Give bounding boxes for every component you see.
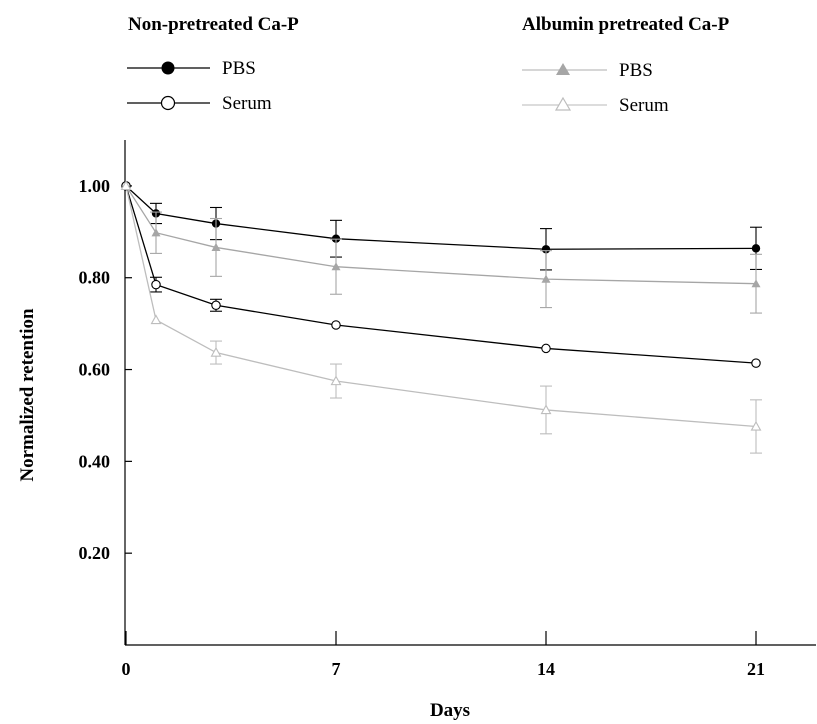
- legend-label-albumin-pbs: PBS: [619, 60, 653, 81]
- data-point: [151, 279, 161, 290]
- data-point: [120, 180, 132, 191]
- data-point: [751, 279, 761, 288]
- x-ticks: 0 7 14 21: [122, 631, 765, 679]
- x-tick-label: 7: [332, 659, 341, 679]
- legend-group1-title: Non-pretreated Ca-P: [128, 14, 299, 35]
- data-point: [330, 375, 342, 386]
- legend-marker-open-triangle: [554, 96, 572, 111]
- y-tick-label: 0.80: [79, 268, 111, 288]
- series-line: [125, 185, 757, 250]
- x-tick-label: 0: [122, 659, 131, 679]
- data-point: [211, 242, 221, 252]
- data-point: [211, 300, 221, 311]
- series-1: [121, 181, 761, 368]
- legend-marker-open-circle: [160, 95, 176, 111]
- series-line: [125, 185, 757, 428]
- y-tick-label: 0.40: [79, 451, 111, 471]
- data-point: [331, 320, 341, 330]
- data-point: [151, 228, 161, 237]
- y-ticks: 0.20 0.40 0.60 0.80 1.00: [79, 176, 132, 563]
- data-point: [751, 358, 761, 368]
- y-axis-title: Normalized retention: [17, 308, 38, 482]
- data-point: [541, 245, 551, 254]
- legend-marker-filled-circle: [161, 61, 175, 75]
- legend-label-nonpre-serum: Serum: [222, 93, 272, 114]
- legend-label-albumin-serum: Serum: [619, 95, 669, 116]
- legend-group2-title: Albumin pretreated Ca-P: [522, 14, 730, 35]
- series-line: [125, 185, 757, 364]
- y-tick-label: 0.20: [79, 543, 111, 563]
- data-point: [210, 346, 222, 357]
- series-line: [125, 185, 757, 285]
- data-point: [331, 262, 341, 271]
- series-0: [121, 181, 762, 271]
- series-layer: [120, 180, 762, 454]
- data-point: [751, 244, 761, 253]
- data-point: [750, 420, 762, 431]
- data-point: [540, 404, 552, 415]
- y-tick-label: 0.60: [79, 360, 111, 380]
- y-tick-label: 1.00: [79, 176, 111, 196]
- legend: Non-pretreated Ca-P Albumin pretreated C…: [127, 14, 730, 116]
- legend-marker-filled-triangle: [556, 63, 570, 75]
- x-axis-title: Days: [430, 700, 470, 721]
- series-2: [121, 181, 762, 314]
- x-tick-label: 14: [537, 659, 555, 679]
- series-3: [120, 180, 762, 454]
- data-point: [150, 314, 162, 325]
- data-point: [541, 343, 551, 354]
- legend-label-nonpre-pbs: PBS: [222, 58, 256, 79]
- axes: [124, 140, 816, 646]
- data-point: [541, 274, 551, 283]
- x-tick-label: 21: [747, 659, 765, 679]
